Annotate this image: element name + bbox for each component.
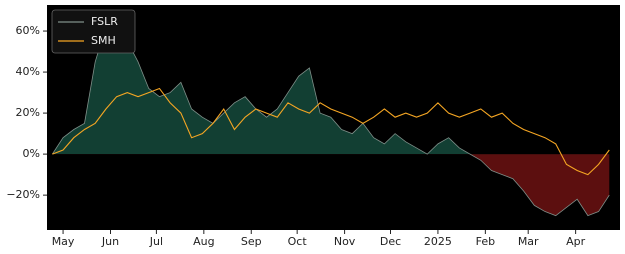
series-line bbox=[52, 87, 610, 176]
x-tick-label: Oct bbox=[288, 235, 308, 248]
x-tick-label: May bbox=[52, 235, 75, 248]
x-tick-label: Dec bbox=[380, 235, 401, 248]
y-tick-label: 0% bbox=[23, 147, 40, 160]
series-line bbox=[52, 26, 610, 217]
y-tick-label: 20% bbox=[16, 106, 40, 119]
x-tick-label: Apr bbox=[566, 235, 586, 248]
x-tick-label: Mar bbox=[518, 235, 539, 248]
x-tick-label: 2025 bbox=[424, 235, 452, 248]
x-tick-label: Jul bbox=[149, 235, 163, 248]
x-tick-label: Sep bbox=[241, 235, 262, 248]
legend-label: SMH bbox=[91, 34, 116, 47]
y-tick-label: 40% bbox=[16, 65, 40, 78]
y-tick-label: 60% bbox=[16, 24, 40, 37]
x-tick-label: Nov bbox=[334, 235, 356, 248]
legend-box bbox=[51, 9, 136, 54]
x-tick-label: Jun bbox=[101, 235, 119, 248]
y-tick-label: −20% bbox=[6, 188, 40, 201]
legend-label: FSLR bbox=[91, 15, 118, 28]
x-tick-label: Feb bbox=[476, 235, 495, 248]
x-tick-label: Aug bbox=[193, 235, 214, 248]
area-positive bbox=[52, 26, 610, 155]
